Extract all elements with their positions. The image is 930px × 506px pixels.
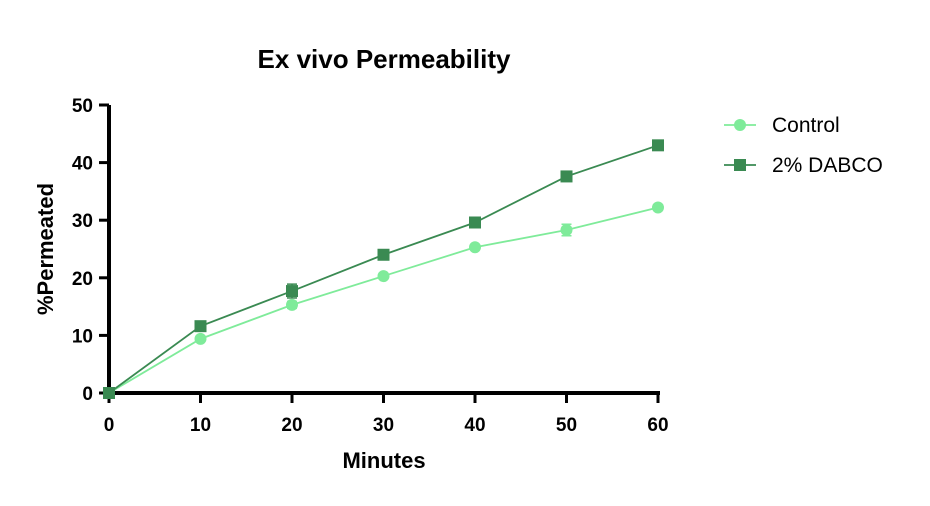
data-point [194,320,207,333]
data-point [652,139,664,152]
legend: Control 2% DABCO [724,114,883,177]
x-tick-label: 20 [281,415,302,436]
data-point [103,387,115,399]
series-layer [103,139,664,399]
y-tick-label: 10 [72,326,93,347]
legend-label: 2% DABCO [772,154,883,177]
series-control [103,201,664,399]
data-point [286,298,298,311]
data-point [469,216,481,229]
x-tick-label: 0 [104,415,115,436]
legend-item: 2% DABCO [724,154,883,177]
data-point [377,270,390,283]
data-point [652,201,664,214]
axes: 0 10 20 30 40 50 0 10 20 30 40 50 60 [72,96,669,436]
y-tick-label: 30 [72,211,93,232]
y-tick-label: 40 [72,154,93,175]
x-tick-label: 60 [647,415,668,436]
y-tick-label: 20 [72,269,93,290]
data-point [194,332,207,345]
legend-marker [734,119,746,131]
y-tick-label: 0 [82,384,93,405]
legend-marker [734,159,746,171]
y-axis-title: %Permeated [33,183,58,315]
series-line [108,144,659,394]
data-point [560,170,573,183]
x-tick-label: 50 [556,415,577,436]
data-point [560,223,573,236]
y-tick-label: 50 [72,96,93,117]
x-tick-label: 10 [190,415,211,436]
legend-label: Control [772,114,840,137]
data-point [377,248,390,261]
legend-item: Control [724,114,840,137]
data-point [286,285,298,298]
x-axis-title: Minutes [342,448,425,473]
chart-title: Ex vivo Permeability [258,44,511,74]
data-point [469,241,481,254]
series-line [108,206,659,394]
series-dabco [103,139,664,399]
x-tick-label: 30 [373,415,394,436]
x-tick-label: 40 [464,415,485,436]
